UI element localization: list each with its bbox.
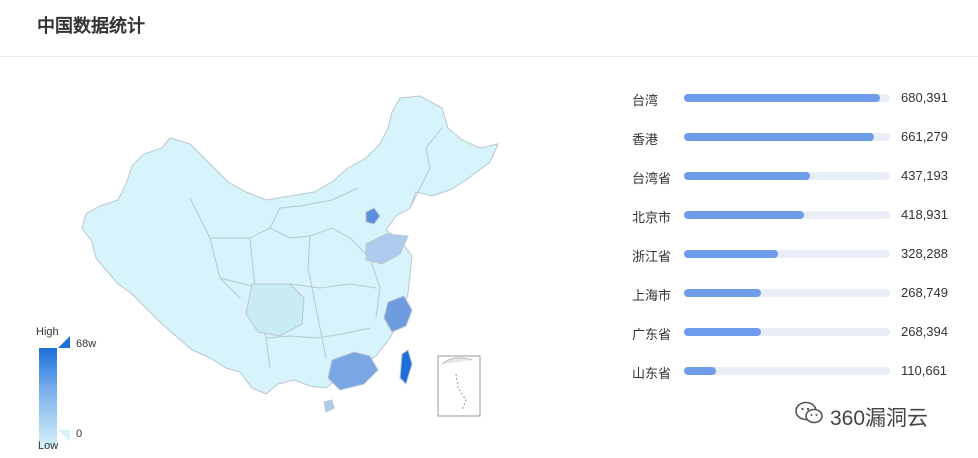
ranking-category-label: 北京市 — [632, 210, 672, 225]
ranking-bar-track — [684, 94, 890, 102]
map-region-shandong — [365, 233, 409, 265]
ranking-row: 北京市 418,931 — [632, 205, 972, 244]
ranking-value-label: 661,279 — [901, 129, 948, 144]
ranking-value-label: 268,749 — [901, 285, 948, 300]
ranking-bar-track — [684, 133, 890, 141]
ranking-bar-track — [684, 250, 890, 258]
page-title: 中国数据统计 — [37, 16, 145, 36]
legend-low-label: Low — [38, 440, 59, 452]
ranking-bar[interactable] — [684, 211, 805, 219]
ranking-row: 台湾省 437,193 — [632, 166, 972, 205]
watermark-text: 360漏洞云 — [830, 407, 929, 430]
ranking-value-label: 110,661 — [901, 363, 948, 378]
map-region-hainan — [323, 399, 335, 413]
legend-max-value: 68w — [76, 338, 97, 350]
ranking-bar-track — [684, 211, 890, 219]
ranking-category-label: 山东省 — [632, 366, 672, 381]
ranking-bar[interactable] — [684, 367, 716, 375]
ranking-row: 香港 661,279 — [632, 127, 972, 166]
ranking-category-label: 香港 — [632, 132, 659, 147]
ranking-bar-track — [684, 367, 890, 375]
ranking-category-label: 台湾 — [632, 93, 659, 108]
map-region-sichuan — [245, 283, 305, 337]
ranking-bar[interactable] — [684, 328, 762, 336]
legend-min-value: 0 — [76, 428, 83, 440]
ranking-bar[interactable] — [684, 94, 880, 102]
map-region-zhejiang — [383, 295, 413, 333]
ranking-row: 山东省 110,661 — [632, 361, 972, 400]
ranking-bar[interactable] — [684, 250, 779, 258]
ranking-value-label: 268,394 — [901, 324, 948, 339]
ranking-row: 上海市 268,749 — [632, 283, 972, 322]
map-region-beijing — [365, 207, 381, 225]
ranking-bar-track — [684, 328, 890, 336]
ranking-row: 广东省 268,394 — [632, 322, 972, 361]
visual-map-legend[interactable]: High 68w 0 Low — [36, 326, 116, 452]
south-china-sea-inset — [437, 355, 481, 417]
page-header: 中国数据统计 — [0, 0, 978, 57]
wechat-icon — [794, 400, 824, 432]
ranking-bar-track — [684, 172, 890, 180]
ranking-value-label: 328,288 — [901, 246, 948, 261]
ranking-bar[interactable] — [684, 289, 762, 297]
legend-gradient-bar[interactable] — [39, 348, 57, 448]
china-map-svg — [81, 95, 499, 417]
ranking-category-label: 台湾省 — [632, 171, 672, 186]
ranking-row: 台湾 680,391 — [632, 88, 972, 127]
ranking-bar-chart: 台湾 680,391 香港 661,279 台湾省 437,193 北京市 418,931 浙江… — [632, 88, 972, 400]
ranking-bar-track — [684, 289, 890, 297]
ranking-category-label: 浙江省 — [632, 249, 672, 264]
legend-high-handle[interactable] — [58, 336, 70, 348]
ranking-value-label: 680,391 — [901, 90, 948, 105]
map-region-mainland — [81, 95, 499, 395]
ranking-bar[interactable] — [684, 172, 810, 180]
legend-low-handle[interactable] — [58, 430, 70, 442]
ranking-value-label: 437,193 — [901, 168, 948, 183]
ranking-value-label: 418,931 — [901, 207, 948, 222]
china-map[interactable] — [70, 88, 510, 428]
ranking-bar[interactable] — [684, 133, 875, 141]
legend-high-label: High — [36, 326, 59, 338]
map-region-guangdong — [327, 351, 379, 391]
ranking-category-label: 上海市 — [632, 288, 672, 303]
ranking-row: 浙江省 328,288 — [632, 244, 972, 283]
ranking-category-label: 广东省 — [632, 327, 672, 342]
map-region-taiwan — [399, 349, 413, 385]
